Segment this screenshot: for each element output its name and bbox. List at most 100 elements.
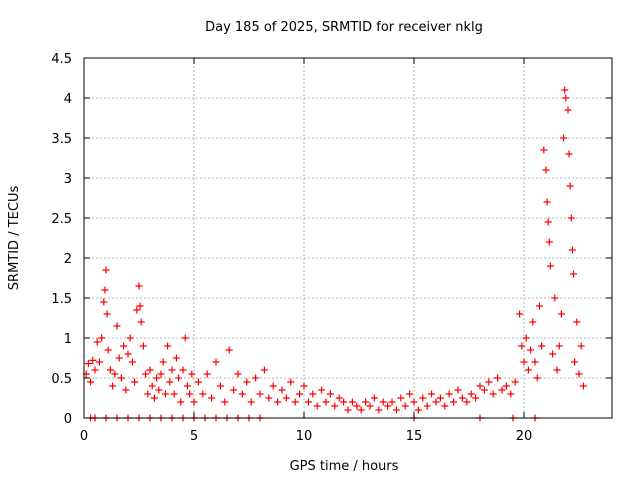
data-point [533, 374, 541, 382]
data-point [322, 398, 330, 406]
y-tick-label: 0.5 [51, 372, 72, 387]
data-point [115, 354, 123, 362]
data-point [181, 334, 189, 342]
data-point [463, 398, 471, 406]
data-point [549, 350, 557, 358]
data-point [502, 382, 510, 390]
data-point [135, 282, 143, 290]
data-point [524, 366, 532, 374]
data-point [436, 394, 444, 402]
data-point [522, 334, 530, 342]
data-point [126, 334, 134, 342]
data-point [166, 378, 174, 386]
data-point [238, 390, 246, 398]
data-points [82, 86, 587, 422]
data-point [142, 370, 150, 378]
data-point [529, 318, 537, 326]
data-point [128, 358, 136, 366]
data-point [157, 370, 165, 378]
y-axis-label: SRMTID / TECUs [7, 186, 22, 291]
data-point [573, 318, 581, 326]
data-point [109, 382, 117, 390]
data-point [155, 386, 163, 394]
data-point [485, 378, 493, 386]
data-point [335, 394, 343, 402]
data-point [194, 378, 202, 386]
data-point [379, 398, 387, 406]
data-point [282, 394, 290, 402]
data-point [545, 238, 553, 246]
chart-title: Day 185 of 2025, SRMTID for receiver nkl… [205, 20, 483, 35]
data-point [221, 398, 229, 406]
x-tick-label: 20 [516, 429, 533, 444]
data-point [450, 398, 458, 406]
data-point [137, 318, 145, 326]
data-point [117, 374, 125, 382]
data-point [139, 342, 147, 350]
data-point [101, 286, 109, 294]
data-point [216, 382, 224, 390]
data-point [103, 310, 111, 318]
data-point [111, 370, 119, 378]
data-point [406, 390, 414, 398]
data-point [511, 378, 519, 386]
data-point [392, 406, 400, 414]
data-point [170, 390, 178, 398]
data-point [136, 302, 144, 310]
data-point [560, 134, 568, 142]
y-tick-label: 2 [64, 252, 72, 267]
data-point [199, 390, 207, 398]
data-point [567, 214, 575, 222]
x-tick-label: 0 [80, 429, 88, 444]
data-point [467, 390, 475, 398]
data-point [540, 146, 548, 154]
data-point [172, 354, 180, 362]
grid [84, 58, 612, 418]
data-point [144, 390, 152, 398]
data-point [122, 386, 130, 394]
data-point [535, 302, 543, 310]
data-point [98, 334, 106, 342]
data-point [366, 402, 374, 410]
data-point [441, 402, 449, 410]
data-point [344, 406, 352, 414]
data-point [384, 402, 392, 410]
data-point [551, 294, 559, 302]
data-point [518, 342, 526, 350]
data-point [454, 386, 462, 394]
data-point [168, 366, 176, 374]
data-point [89, 356, 97, 364]
data-point [340, 398, 348, 406]
data-point [91, 366, 99, 374]
data-point [304, 398, 312, 406]
data-point [566, 182, 574, 190]
data-point [95, 358, 103, 366]
data-point [269, 382, 277, 390]
data-point [164, 342, 172, 350]
x-tick-label: 10 [296, 429, 313, 444]
data-point [419, 394, 427, 402]
data-point [243, 378, 251, 386]
y-tick-label: 4.5 [51, 52, 72, 67]
axis-ticks: 0 0.5 1 1.5 2 2.5 3 3.5 4 4.5 0 5 10 15 20 [51, 52, 612, 444]
data-point [353, 402, 361, 410]
data-point [146, 366, 154, 374]
data-point [568, 246, 576, 254]
data-point [296, 390, 304, 398]
data-point [428, 390, 436, 398]
x-axis-label: GPS time / hours [290, 459, 399, 474]
data-point [561, 86, 569, 94]
data-point [544, 218, 552, 226]
data-point [397, 394, 405, 402]
data-point [265, 394, 273, 402]
data-point [148, 382, 156, 390]
data-point [309, 390, 317, 398]
data-point [252, 374, 260, 382]
data-point [203, 370, 211, 378]
data-point [106, 366, 114, 374]
y-tick-label: 2.5 [51, 212, 72, 227]
data-point [291, 398, 299, 406]
data-point [131, 378, 139, 386]
data-point [527, 346, 535, 354]
data-point [318, 386, 326, 394]
